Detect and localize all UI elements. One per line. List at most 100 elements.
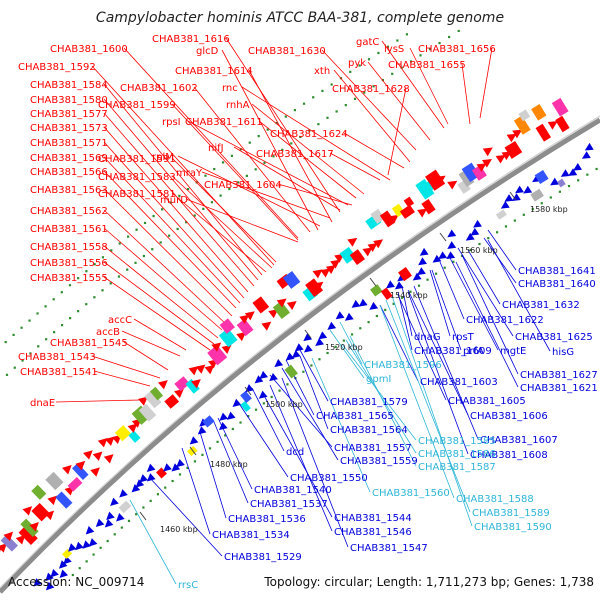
ring-dot xyxy=(201,453,204,456)
forward-label: CHAB381_1630 xyxy=(248,46,326,57)
ring-dot xyxy=(149,499,152,502)
gene-arrow xyxy=(268,309,279,319)
gene-arrow xyxy=(244,311,255,321)
rna-leader-line xyxy=(391,295,473,527)
reverse-leader-line xyxy=(237,401,289,478)
gene-block xyxy=(457,179,471,194)
forward-label: CHAB381_1569 xyxy=(30,153,108,164)
ring-dot xyxy=(367,321,370,324)
forward-leader-line xyxy=(103,245,219,339)
gene-arrow xyxy=(211,342,222,352)
ring-dot xyxy=(135,228,138,231)
ring-dot xyxy=(118,242,121,245)
gene-arrow xyxy=(482,147,493,157)
ring-dot xyxy=(236,181,240,184)
reverse-label: CHAB381_1606 xyxy=(470,411,548,422)
ring-dot xyxy=(178,194,181,197)
gene-block xyxy=(55,491,73,509)
ring-dot xyxy=(409,60,413,63)
rna-leader-line xyxy=(129,499,177,585)
ring-dot xyxy=(219,194,222,197)
reverse-label: CHAB381_1579 xyxy=(330,397,408,408)
ring-dot xyxy=(284,115,287,118)
ring-dot xyxy=(457,29,460,33)
reverse-leader-line xyxy=(407,291,469,455)
ring-dot xyxy=(52,331,56,334)
ring-dot xyxy=(350,333,354,336)
rna-label: CHAB381_1587 xyxy=(418,462,496,473)
accession-text: Accession: NC_009714 xyxy=(8,575,144,589)
reverse-label: CHAB381_1565 xyxy=(316,411,394,422)
forward-label: xth xyxy=(314,66,330,77)
genome-summary-text: Topology: circular; Length: 1,711,273 bp… xyxy=(263,575,594,589)
gene-block xyxy=(421,199,436,215)
forward-label: CHAB381_1599 xyxy=(98,100,176,111)
gene-block xyxy=(31,502,50,522)
ring-dot xyxy=(302,102,306,105)
gene-arrow xyxy=(218,421,228,431)
gene-block xyxy=(534,169,549,185)
ring-dot xyxy=(68,317,72,320)
forward-leader-line xyxy=(103,170,237,309)
ring-dot xyxy=(317,123,320,126)
reverse-label: CHAB381_1547 xyxy=(350,543,428,554)
ring-dot xyxy=(504,225,508,228)
gene-block xyxy=(471,165,487,181)
ring-dot xyxy=(71,573,74,577)
forward-leader-line xyxy=(225,37,341,213)
ring-dot xyxy=(522,213,525,216)
forward-label: mraY xyxy=(176,168,203,179)
ring-dot xyxy=(193,460,197,463)
forward-leader-line xyxy=(367,61,431,141)
kbp-tick-label: 1520 kbp xyxy=(325,343,363,352)
gene-arrow xyxy=(135,479,145,488)
forward-label: CHAB381_1558 xyxy=(30,242,108,253)
ring-dot xyxy=(443,266,446,269)
ring-dot xyxy=(176,227,179,231)
kbp-tick-label: 1480 kbp xyxy=(210,460,248,469)
reverse-leader-line xyxy=(467,249,501,305)
ring-dot xyxy=(4,340,7,344)
reverse-leader-line xyxy=(487,229,517,271)
ring-dot xyxy=(178,473,182,476)
forward-leader-line xyxy=(201,171,331,219)
gene-block xyxy=(380,287,393,300)
reverse-leader-line xyxy=(251,387,285,452)
reverse-label: dcd xyxy=(286,447,304,458)
gene-arrow xyxy=(44,510,55,521)
ring-dot xyxy=(247,415,250,418)
forward-leader-line xyxy=(91,355,161,379)
ring-dot xyxy=(239,421,242,424)
ring-dot xyxy=(85,270,88,273)
gene-arrow xyxy=(82,540,91,549)
ring-dot xyxy=(221,161,225,164)
gene-block xyxy=(114,425,131,442)
reverse-leader-line xyxy=(439,261,465,320)
ring-dot xyxy=(171,479,174,483)
gene-arrow xyxy=(176,458,185,468)
reverse-leader-line xyxy=(281,367,339,461)
forward-label: CHAB381_1566 xyxy=(30,167,108,178)
gene-block xyxy=(349,249,366,265)
forward-label: CHAB381_1541 xyxy=(20,367,98,378)
forward-label: CHAB381_1571 xyxy=(30,138,108,149)
kbp-tick-label: 1560 kbp xyxy=(460,246,498,255)
ring-dot xyxy=(168,234,171,237)
gene-arrow xyxy=(146,463,156,472)
ring-dot xyxy=(213,167,216,171)
ring-dot xyxy=(77,310,80,313)
reverse-leader-line xyxy=(397,294,447,401)
reverse-label: CHAB381_1536 xyxy=(228,514,306,525)
gene-block xyxy=(370,284,383,297)
forward-label: CHAB381_1600 xyxy=(50,44,128,55)
forward-leader-line xyxy=(121,330,181,357)
forward-label: rpsI xyxy=(162,117,181,128)
ring-dot xyxy=(531,207,534,211)
ring-dot xyxy=(262,402,265,405)
ring-dot xyxy=(37,345,40,348)
ring-dot xyxy=(321,89,324,92)
ring-dot xyxy=(77,277,80,280)
reverse-leader-line xyxy=(461,254,519,375)
ring-dot xyxy=(302,370,305,373)
ring-dot xyxy=(540,202,543,205)
